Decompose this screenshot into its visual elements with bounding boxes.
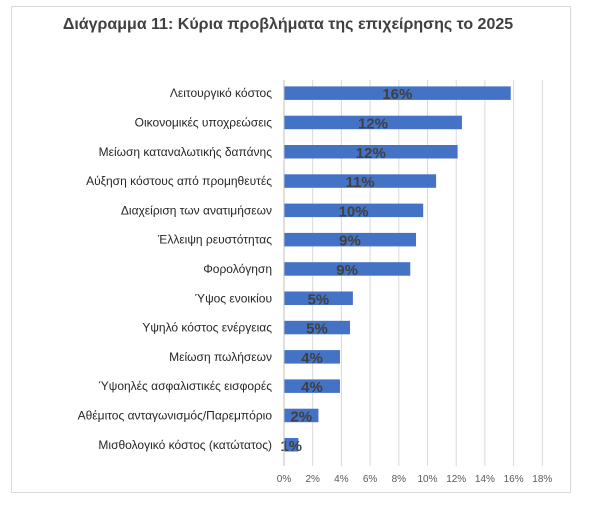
data-label: 12% (356, 145, 386, 162)
x-tick-label: 0% (277, 474, 292, 485)
category-label: Οικονομικές υποχρεώσεις (135, 115, 273, 129)
data-label: 4% (301, 350, 323, 367)
x-tick-label: 12% (446, 474, 466, 485)
data-label: 10% (339, 203, 369, 220)
data-label: 16% (382, 86, 412, 103)
category-label: Φορολόγηση (203, 262, 272, 276)
chart-title: Διάγραμμα 11: Κύρια προβλήματα της επιχε… (62, 16, 514, 33)
bar (284, 115, 462, 130)
category-label: Υψηλό κόστος ενέργειας (142, 321, 272, 335)
data-label: 1% (280, 438, 302, 455)
x-tick-label: 8% (392, 474, 407, 485)
bar (284, 203, 424, 218)
bar (284, 86, 511, 100)
bar (284, 232, 417, 247)
category-label: Μείωση πωλήσεων (169, 350, 272, 364)
data-label: 9% (339, 233, 361, 250)
x-tick-label: 16% (504, 474, 524, 485)
data-label: 2% (290, 408, 312, 425)
category-label: Μισθολογικό κόστος (κατώτατος) (98, 438, 272, 452)
data-label: 5% (306, 321, 328, 338)
bar (284, 174, 437, 188)
x-tick-label: 10% (417, 474, 437, 485)
x-tick-label: 2% (305, 474, 320, 485)
bar (284, 262, 411, 276)
data-label: 12% (358, 115, 388, 132)
bar (284, 291, 353, 305)
category-label: Αθέμιτος ανταγωνισμός/Παρεμπόριο (78, 408, 273, 422)
x-tick-label: 18% (532, 474, 552, 485)
category-label: Αύξηση κόστους από προμηθευτές (86, 174, 272, 188)
category-label: Ύψοηλές ασφαλιστικές εισφορές (99, 379, 273, 393)
data-label: 11% (345, 174, 374, 191)
bar (284, 438, 299, 452)
x-tick-label: 6% (363, 474, 378, 485)
data-label: 5% (308, 291, 330, 308)
x-tick-label: 14% (475, 474, 495, 485)
category-label: Διαχείριση των ανατιμήσεων (121, 203, 272, 217)
bar (284, 320, 351, 335)
bar (284, 379, 340, 393)
data-label: 4% (301, 379, 323, 396)
data-label: 9% (336, 262, 358, 279)
category-label: Μείωση καταναλωτικής δαπάνης (99, 145, 273, 159)
x-tick-label: 4% (334, 474, 349, 485)
category-label: Λειτουργικό κόστος (170, 86, 272, 100)
category-label: Έλλειψη ρευστότητας (157, 233, 272, 247)
category-label: Ύψος ενοικίου (195, 291, 272, 305)
bar (284, 408, 319, 423)
bar (284, 145, 458, 159)
bar (284, 350, 340, 364)
